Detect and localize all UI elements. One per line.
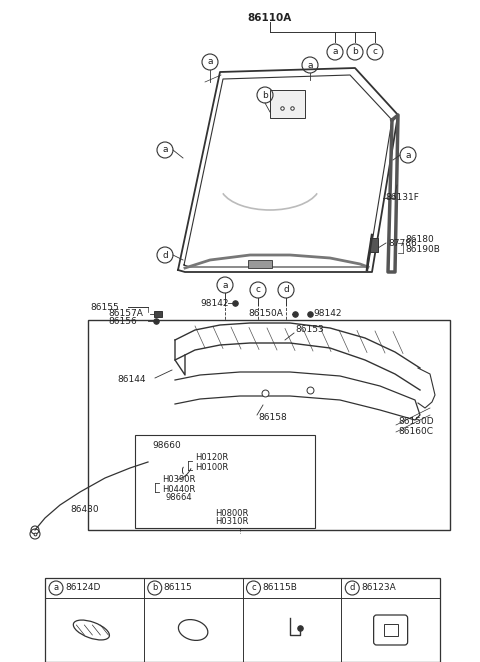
Text: a: a — [405, 150, 411, 160]
Text: H0390R: H0390R — [162, 475, 195, 485]
Bar — [384, 624, 397, 636]
Text: 98660: 98660 — [152, 440, 181, 449]
Text: H0440R: H0440R — [162, 485, 195, 493]
Text: b: b — [262, 91, 268, 99]
Text: 86160C: 86160C — [398, 426, 433, 436]
Text: a: a — [53, 583, 59, 592]
Text: a: a — [332, 48, 338, 56]
Text: 86131F: 86131F — [385, 193, 419, 203]
Text: 86156: 86156 — [108, 316, 137, 326]
Text: H0100R: H0100R — [195, 463, 228, 471]
Text: d: d — [283, 285, 289, 295]
Text: a: a — [307, 60, 313, 70]
Text: 98664: 98664 — [165, 493, 192, 502]
Text: d: d — [162, 250, 168, 260]
Bar — [370, 238, 378, 252]
Text: 86158: 86158 — [258, 414, 287, 422]
Text: 86190B: 86190B — [405, 244, 440, 254]
Text: 86157A: 86157A — [108, 310, 143, 318]
Text: a: a — [162, 146, 168, 154]
Text: c: c — [251, 583, 256, 592]
Text: b: b — [352, 48, 358, 56]
Text: 87786: 87786 — [388, 238, 417, 248]
Text: H0800R: H0800R — [215, 508, 248, 518]
Text: 86155: 86155 — [90, 303, 119, 312]
Text: 86153: 86153 — [295, 326, 324, 334]
Bar — [270, 90, 305, 118]
Text: 86430: 86430 — [70, 506, 98, 514]
Text: c: c — [372, 48, 377, 56]
Text: c: c — [255, 285, 261, 295]
Bar — [45, 578, 440, 662]
Text: 86110A: 86110A — [248, 13, 292, 23]
Text: 86180: 86180 — [405, 236, 434, 244]
Text: b: b — [152, 583, 157, 592]
Bar — [154, 311, 162, 317]
Bar — [88, 320, 450, 530]
Text: 86115B: 86115B — [263, 583, 298, 592]
Text: H0120R: H0120R — [195, 453, 228, 463]
Text: a: a — [207, 58, 213, 66]
Text: H0310R: H0310R — [215, 518, 248, 526]
Text: 86123A: 86123A — [361, 583, 396, 592]
Text: 86115: 86115 — [164, 583, 192, 592]
Text: d: d — [349, 583, 355, 592]
Bar — [248, 260, 272, 268]
Text: 98142: 98142 — [200, 299, 228, 308]
Text: 98142: 98142 — [313, 310, 341, 318]
Text: a: a — [222, 281, 228, 289]
Text: 86124D: 86124D — [65, 583, 100, 592]
Text: 86144: 86144 — [117, 375, 145, 385]
Text: 86150D: 86150D — [398, 418, 433, 426]
Text: 86150A: 86150A — [248, 310, 283, 318]
Bar — [135, 435, 315, 528]
